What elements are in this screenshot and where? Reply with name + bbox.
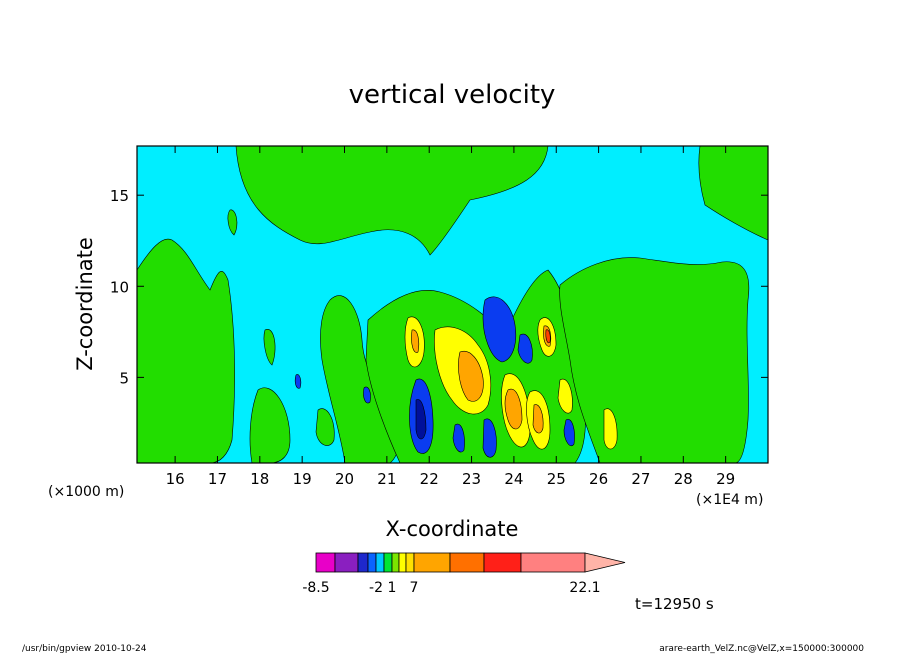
contour-region-15 <box>504 388 523 430</box>
colorbar-cell-10 <box>449 552 485 573</box>
colorbar-label-0: -8.5 <box>302 580 329 596</box>
plot-area <box>136 145 769 464</box>
contour-region-4 <box>263 329 276 366</box>
contour-region-20 <box>603 408 618 450</box>
contour-region-5 <box>249 387 291 464</box>
y-tick-label-5: 5 <box>119 369 129 387</box>
contour-region-3 <box>136 238 235 464</box>
colorbar-cell-9 <box>413 552 451 573</box>
contour-region-21 <box>557 378 573 414</box>
contour-region-31 <box>545 329 551 344</box>
colorbar-cell-5 <box>383 552 393 573</box>
contour-regions <box>136 145 769 464</box>
contour-region-22 <box>482 296 517 363</box>
contour-region-13 <box>411 329 420 353</box>
contour-region-24 <box>415 399 427 440</box>
x-tick-label-18: 18 <box>250 470 269 488</box>
colorbar-cell-12 <box>520 552 586 573</box>
y-unit-label: (×1000 m) <box>48 484 124 500</box>
x-tick-label-22: 22 <box>420 470 439 488</box>
footer-right: arare-earth_VelZ.nc@VelZ,x=150000:300000 <box>659 644 864 654</box>
x-tick-label-26: 26 <box>589 470 608 488</box>
contour-region-1 <box>698 145 769 241</box>
chart-title: vertical velocity <box>349 80 556 110</box>
x-tick-label-24: 24 <box>504 470 523 488</box>
colorbar-cell-8 <box>405 552 415 573</box>
x-unit-label: (×1E4 m) <box>696 492 763 508</box>
time-label: t=12950 s <box>635 595 714 613</box>
x-tick-label-19: 19 <box>293 470 312 488</box>
colorbar-cell-0 <box>315 552 336 573</box>
x-tick-label-29: 29 <box>716 470 735 488</box>
y-tick-label-10: 10 <box>110 278 129 296</box>
contour-region-28 <box>363 386 371 404</box>
y-tick-label-15: 15 <box>110 187 129 205</box>
colorbar-cell-11 <box>483 552 522 573</box>
contour-region-29 <box>294 374 302 389</box>
x-tick-label-28: 28 <box>674 470 693 488</box>
y-axis-label: Z-coordinate <box>73 237 97 371</box>
contour-region-30 <box>563 419 575 447</box>
x-tick-label-25: 25 <box>547 470 566 488</box>
colorbar-label-3: 7 <box>410 580 419 596</box>
y-axis-ticks: 5 10 15 <box>110 187 768 387</box>
x-axis-ticks: 16 17 18 19 20 21 22 23 24 25 26 27 28 29 <box>166 146 735 488</box>
contour-region-2 <box>227 209 238 236</box>
colorbar-cell-1 <box>334 552 359 573</box>
x-tick-label-21: 21 <box>377 470 396 488</box>
footer-left: /usr/bin/gpview 2010-10-24 <box>22 644 147 654</box>
colorbar-labels: -8.5 -2 1 7 22.1 <box>302 580 600 596</box>
contour-region-17 <box>532 404 544 434</box>
contour-region-26 <box>452 423 465 453</box>
colorbar-arrow <box>584 552 626 573</box>
colorbar-cell-2 <box>357 552 369 573</box>
colorbar-cell-7 <box>398 552 407 573</box>
x-axis-label: X-coordinate <box>386 517 519 541</box>
x-tick-label-16: 16 <box>166 470 185 488</box>
colorbar-label-4: 22.1 <box>569 580 600 596</box>
colorbar <box>315 552 626 573</box>
colorbar-label-2: 1 <box>388 580 397 596</box>
contour-region-7 <box>315 408 335 446</box>
x-tick-label-20: 20 <box>335 470 354 488</box>
colorbar-cell-3 <box>367 552 377 573</box>
contour-region-25 <box>482 418 497 458</box>
contour-region-11 <box>458 350 484 402</box>
x-tick-label-17: 17 <box>208 470 227 488</box>
plot-frame <box>136 145 769 464</box>
colorbar-cell-6 <box>391 552 400 573</box>
x-tick-label-23: 23 <box>462 470 481 488</box>
colorbar-label-1: -2 <box>369 580 383 596</box>
contour-region-27 <box>517 333 533 364</box>
contour-region-0 <box>235 145 549 256</box>
x-tick-label-27: 27 <box>631 470 650 488</box>
colorbar-cell-4 <box>375 552 385 573</box>
